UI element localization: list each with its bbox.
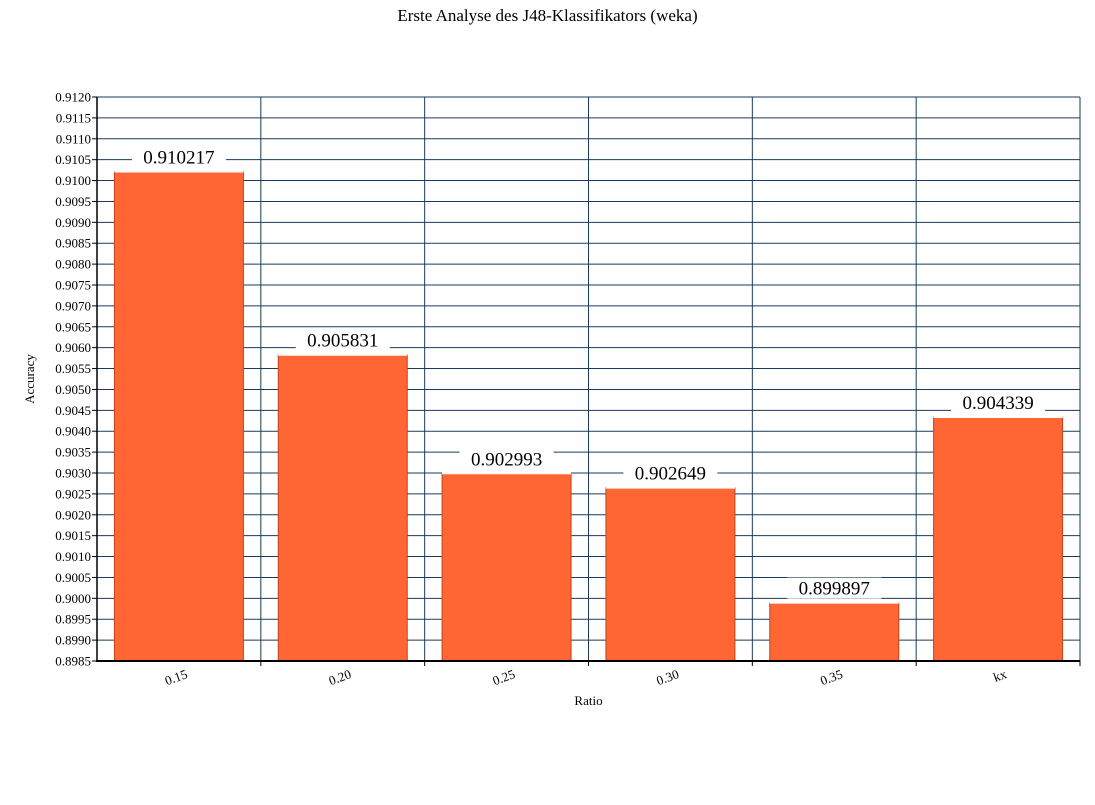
y-tick-label: 0.8995 bbox=[55, 612, 91, 627]
y-tick-label: 0.9035 bbox=[55, 445, 91, 460]
value-label-bg bbox=[131, 146, 226, 168]
y-tick-label: 0.9040 bbox=[55, 424, 91, 439]
y-axis-title: Accuracy bbox=[22, 354, 37, 404]
y-tick-label: 0.9095 bbox=[55, 194, 91, 209]
y-tick-label: 0.9030 bbox=[55, 466, 91, 481]
y-tick-label: 0.9010 bbox=[55, 549, 91, 564]
y-tick-label: 0.9085 bbox=[55, 236, 91, 251]
y-tick-label: 0.9015 bbox=[55, 528, 91, 543]
x-axis-title: Ratio bbox=[574, 693, 602, 708]
bar-0.35 bbox=[769, 602, 900, 662]
chart-title: Erste Analyse des J48-Klassifikators (we… bbox=[397, 6, 698, 25]
y-tick-label: 0.9005 bbox=[55, 570, 91, 585]
x-tick-label: 0.35 bbox=[818, 666, 845, 688]
value-label-bg bbox=[787, 577, 882, 599]
y-tick-label: 0.8990 bbox=[55, 633, 91, 648]
y-tick-label: 0.9055 bbox=[55, 361, 91, 376]
bar-0.25 bbox=[441, 472, 572, 662]
value-label-bg bbox=[951, 392, 1046, 414]
value-label: 0.899897 bbox=[799, 579, 870, 600]
y-tick-label: 0.9065 bbox=[55, 319, 91, 334]
y-tick-label: 0.9110 bbox=[56, 131, 91, 146]
y-tick-label: 0.9045 bbox=[55, 403, 91, 418]
y-tick-label: 0.9100 bbox=[55, 173, 91, 188]
y-tick-label: 0.9025 bbox=[55, 486, 91, 501]
value-label: 0.910217 bbox=[143, 147, 214, 168]
grid-layer bbox=[97, 96, 1081, 662]
value-label-bg bbox=[295, 329, 390, 351]
y-tick-label: 0.8985 bbox=[55, 654, 91, 669]
value-label: 0.905831 bbox=[307, 331, 378, 352]
x-tick-label: 0.25 bbox=[490, 666, 517, 688]
y-tick-label: 0.9020 bbox=[55, 507, 91, 522]
value-label: 0.904339 bbox=[962, 393, 1033, 414]
bar-0.30 bbox=[605, 487, 736, 662]
y-tick-label: 0.9105 bbox=[55, 152, 91, 167]
y-tick-label: 0.9080 bbox=[55, 257, 91, 272]
y-tick-label: 0.9120 bbox=[55, 90, 91, 105]
axes-layer: 0.8985 0.8990 0.8995 0.9000 0.9005 0.9010 0.90… bbox=[55, 90, 1081, 688]
x-tick-label: 0.15 bbox=[163, 666, 190, 688]
x-tick-label: 0.20 bbox=[327, 666, 354, 688]
bar-kx bbox=[933, 416, 1064, 662]
y-tick-label: 0.9060 bbox=[55, 340, 91, 355]
y-tick-label: 0.9115 bbox=[56, 110, 91, 125]
x-tick-label: kx bbox=[991, 666, 1009, 685]
y-tick-label: 0.9070 bbox=[55, 298, 91, 313]
bar-0.15 bbox=[113, 170, 244, 662]
y-tick-label: 0.9000 bbox=[55, 591, 91, 606]
value-label-bg bbox=[623, 462, 718, 484]
y-tick-label: 0.9090 bbox=[55, 215, 91, 230]
x-tick-label: 0.30 bbox=[654, 666, 681, 688]
value-labels-layer: 0.910217 0.905831 0.902993 0.902649 0.899897… bbox=[131, 146, 1046, 600]
bar-0.20 bbox=[277, 354, 408, 662]
value-label: 0.902649 bbox=[635, 464, 706, 485]
bars-layer bbox=[113, 170, 1064, 662]
y-tick-label: 0.9050 bbox=[55, 382, 91, 397]
y-tick-label: 0.9075 bbox=[55, 278, 91, 293]
value-label: 0.902993 bbox=[471, 449, 542, 470]
value-label-bg bbox=[459, 448, 554, 470]
